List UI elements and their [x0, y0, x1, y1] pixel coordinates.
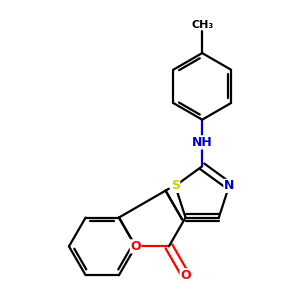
- Text: NH: NH: [192, 136, 213, 149]
- Text: S: S: [171, 179, 180, 192]
- Text: CH₃: CH₃: [191, 20, 213, 30]
- Text: N: N: [224, 179, 234, 192]
- Text: O: O: [180, 269, 191, 282]
- Text: O: O: [130, 240, 141, 253]
